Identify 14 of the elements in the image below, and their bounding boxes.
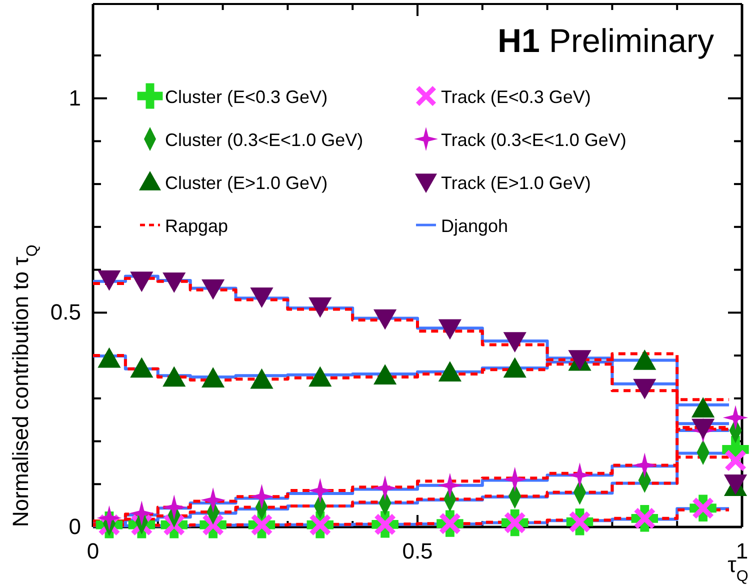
legend-label: Rapgap <box>165 216 228 236</box>
y-tick-label: 1 <box>68 85 81 110</box>
x-tick-label: 0 <box>86 538 100 564</box>
legend-label: Track (E<0.3 GeV) <box>441 87 591 107</box>
legend-label: Cluster (0.3<E<1.0 GeV) <box>165 130 364 150</box>
x-tick-label: 0.5 <box>402 538 433 564</box>
y-tick-label: 0 <box>68 514 81 540</box>
legend-label: Djangoh <box>441 216 508 236</box>
annotation: H1 Preliminary <box>498 22 714 59</box>
legend-label: Track (E>1.0 GeV) <box>441 173 591 193</box>
legend-label: Track (0.3<E<1.0 GeV) <box>441 130 626 150</box>
y-tick-label: 0.5 <box>50 300 81 325</box>
legend-label: Cluster (E>1.0 GeV) <box>165 173 328 193</box>
legend-label: Cluster (E<0.3 GeV) <box>165 87 328 107</box>
